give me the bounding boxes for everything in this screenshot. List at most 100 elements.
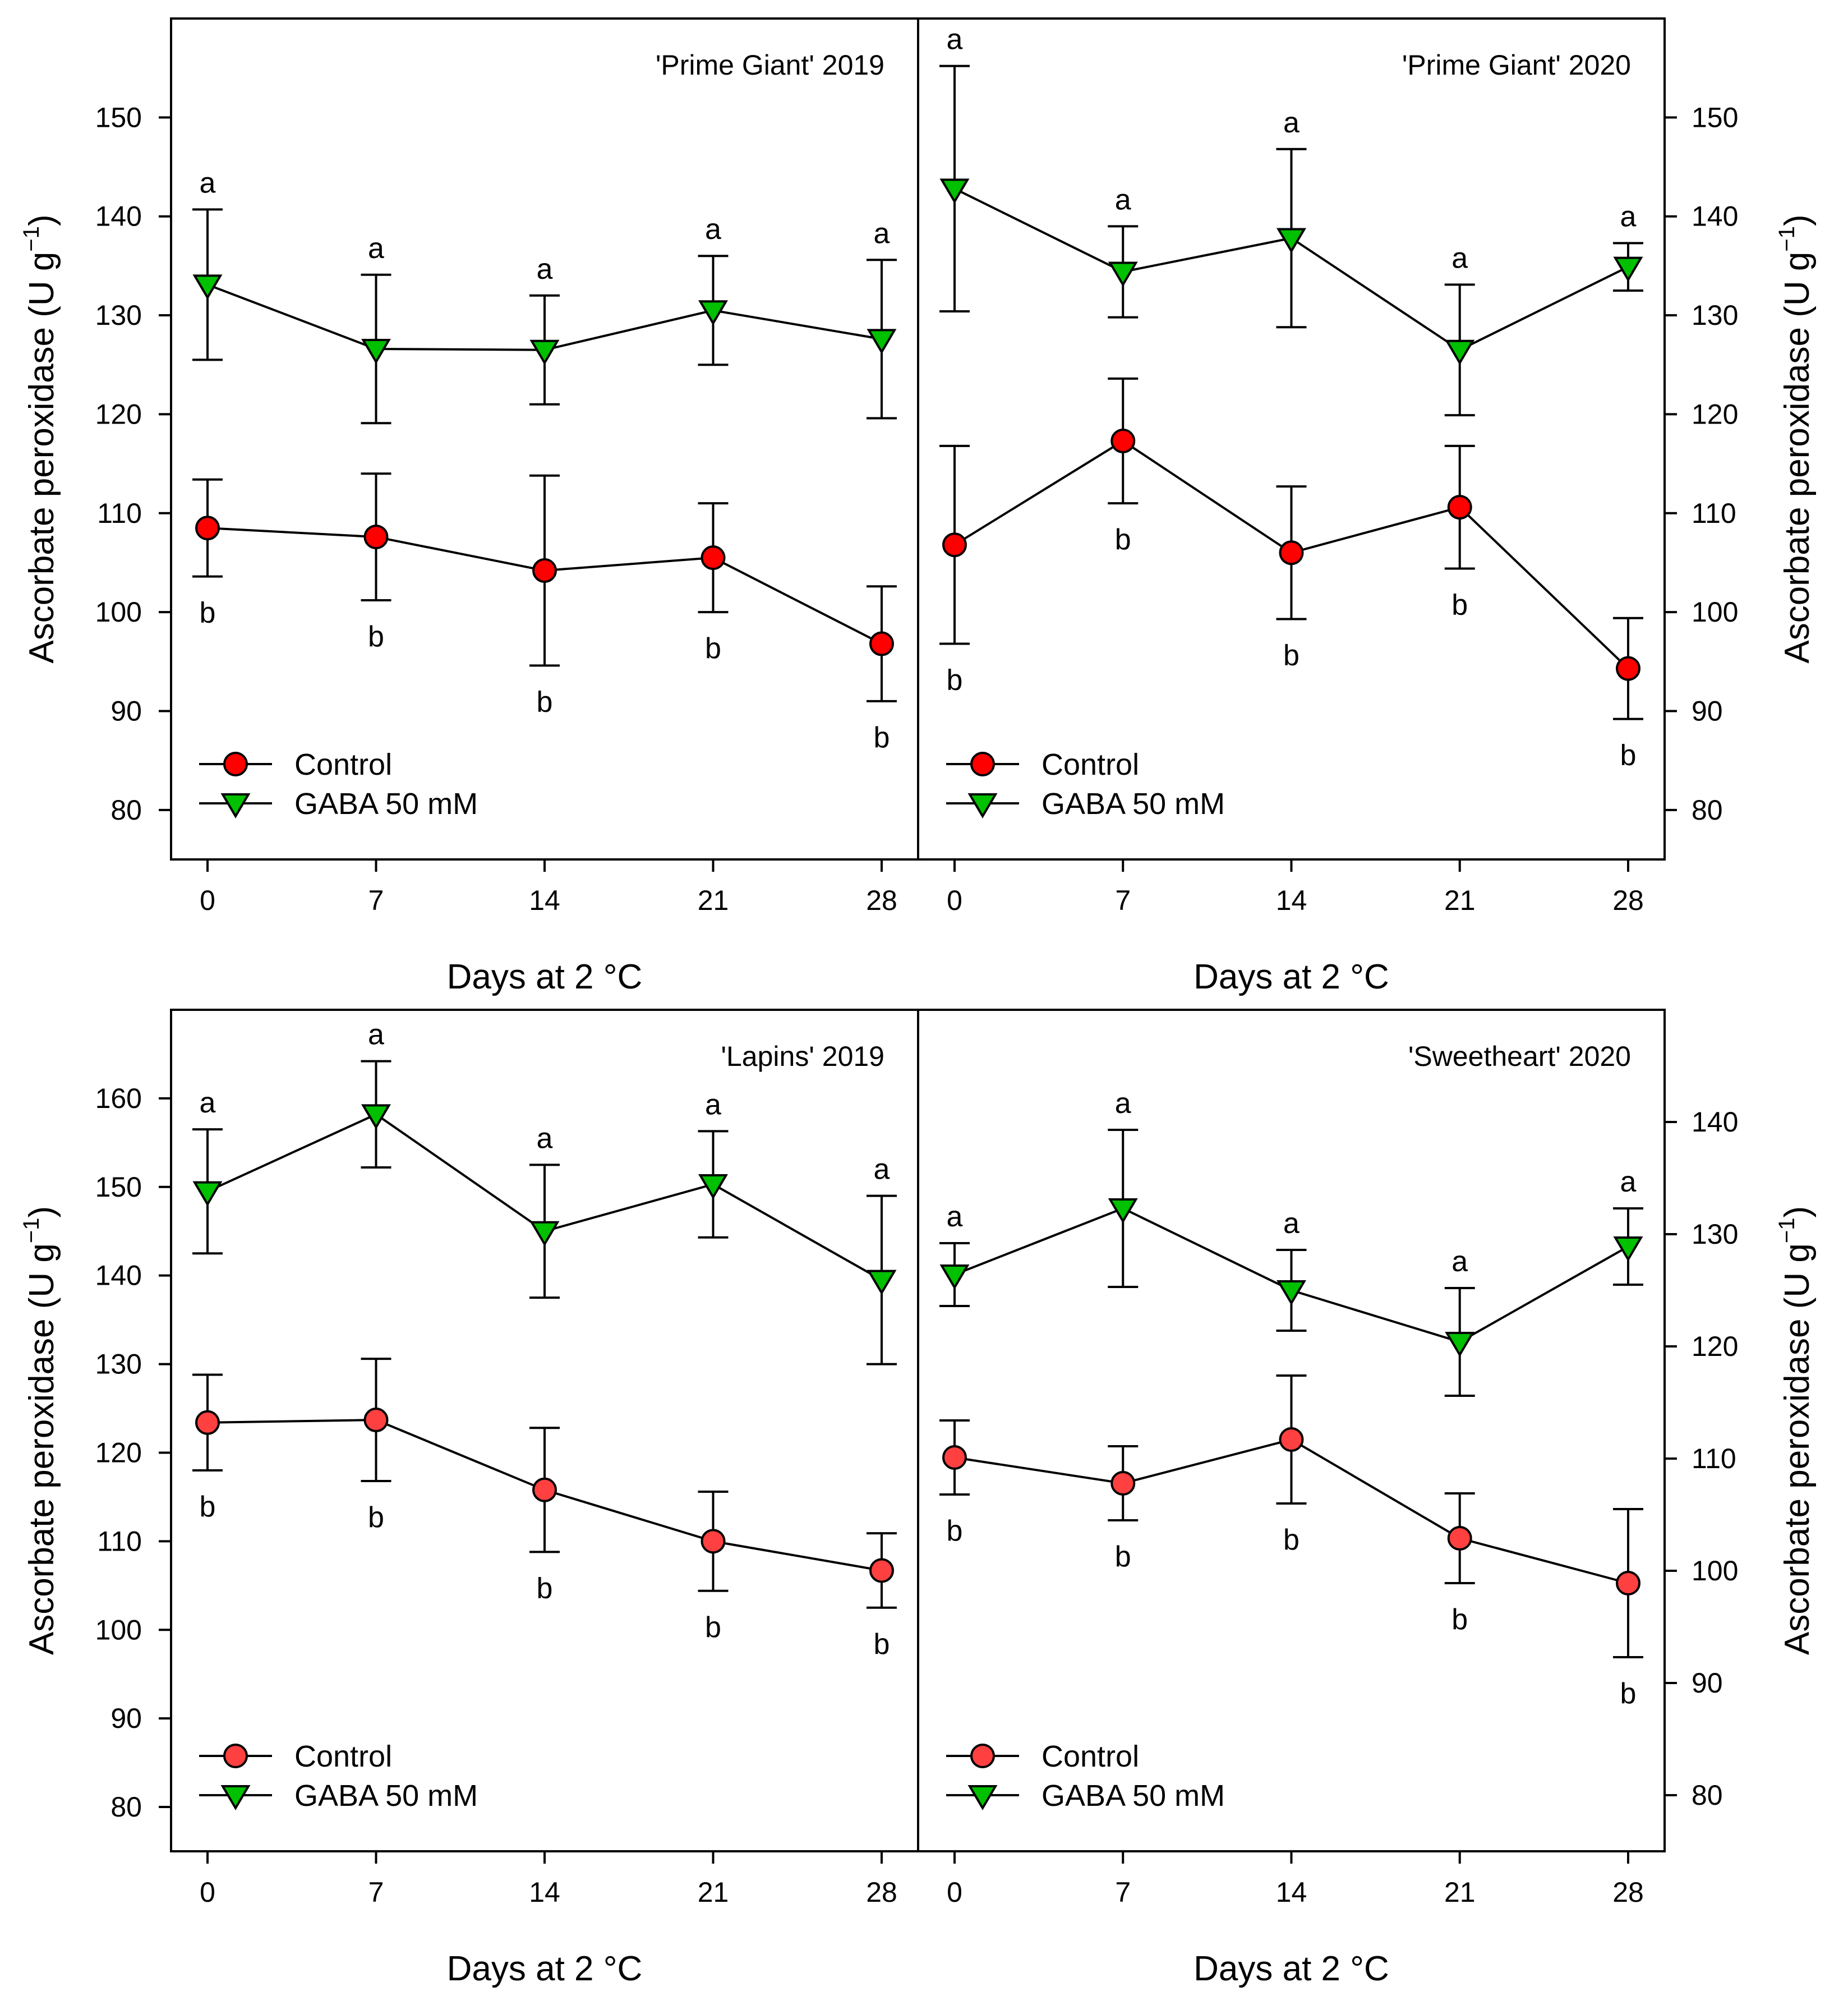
y-tick-label: 130 bbox=[1692, 1218, 1738, 1250]
data-point bbox=[363, 1408, 389, 1433]
x-tick-label: 7 bbox=[1115, 885, 1131, 916]
data-point bbox=[939, 1264, 970, 1290]
significance-label: b bbox=[1115, 523, 1131, 556]
panel-4: 80 90 100 110 120 130 140 0 7 14 21 28 Days at 2 °C A… bbox=[917, 1009, 1817, 1988]
series-control: b b b b b bbox=[192, 1358, 897, 1661]
y-tick-label: 110 bbox=[1692, 1443, 1736, 1474]
panel-2: 80 90 100 110 120 130 140 150 0 7 14 21 28 Days at 2 … bbox=[917, 17, 1817, 996]
y-axis-label: Ascorbate peroxidase (U g−1) bbox=[19, 214, 61, 663]
y-tick-label: 80 bbox=[110, 1791, 142, 1823]
y-axis-label-close: ) bbox=[22, 1206, 61, 1218]
significance-label: a bbox=[200, 1087, 216, 1119]
series-gaba: a a a a a bbox=[192, 167, 897, 425]
data-point bbox=[1108, 261, 1138, 287]
series-control: b b b b b bbox=[939, 377, 1643, 772]
y-axis-label: Ascorbate peroxidase (U g−1) bbox=[19, 1206, 61, 1655]
y-tick-label: 80 bbox=[110, 794, 142, 826]
y-tick-label: 150 bbox=[95, 1171, 142, 1203]
x-tick-label: 28 bbox=[1612, 885, 1644, 916]
data-point bbox=[1110, 1471, 1136, 1496]
legend-entry: Control bbox=[199, 1740, 392, 1773]
x-tick-label: 21 bbox=[698, 1877, 729, 1908]
significance-label: b bbox=[537, 1572, 553, 1604]
data-point bbox=[1445, 339, 1475, 365]
series-gaba: a a a a a bbox=[939, 1087, 1643, 1397]
x-tick-label: 7 bbox=[368, 885, 384, 916]
significance-label: b bbox=[874, 721, 890, 754]
panel-title: 'Prime Giant' 2020 bbox=[1402, 49, 1631, 81]
significance-label: a bbox=[368, 232, 384, 265]
legend-label: GABA 50 mM bbox=[294, 1779, 478, 1813]
x-tick-label: 0 bbox=[200, 1877, 215, 1908]
x-tick-label: 7 bbox=[368, 1877, 384, 1908]
data-point bbox=[192, 1181, 223, 1207]
y-tick-label: 90 bbox=[1692, 1667, 1723, 1699]
significance-label: b bbox=[1283, 1524, 1299, 1556]
significance-label: a bbox=[705, 213, 721, 246]
y-tick-label: 140 bbox=[1692, 201, 1738, 232]
significance-label: b bbox=[368, 1501, 384, 1534]
significance-label: b bbox=[537, 686, 553, 718]
y-tick-label: 80 bbox=[1692, 1779, 1723, 1811]
x-tick-label: 14 bbox=[1276, 885, 1307, 916]
y-tick-label: 110 bbox=[1692, 498, 1736, 529]
data-point bbox=[1110, 429, 1136, 454]
significance-label: b bbox=[947, 1515, 963, 1547]
data-point bbox=[529, 339, 560, 365]
y-axis-label-superscript: −1 bbox=[19, 226, 44, 252]
legend-label: Control bbox=[1041, 1740, 1139, 1773]
legend-marker bbox=[220, 1785, 251, 1810]
data-point bbox=[701, 545, 726, 571]
x-tick-label: 21 bbox=[1444, 1877, 1476, 1908]
significance-label: a bbox=[874, 217, 890, 250]
y-tick-label: 130 bbox=[95, 300, 142, 331]
legend-entry: GABA 50 mM bbox=[199, 1779, 478, 1813]
y-axis-label: Ascorbate peroxidase (U g−1) bbox=[1775, 214, 1817, 663]
y-axis-label: Ascorbate peroxidase (U g−1) bbox=[1775, 1206, 1817, 1655]
significance-label: b bbox=[874, 1628, 890, 1661]
data-point bbox=[867, 1270, 897, 1295]
legend-label: GABA 50 mM bbox=[1041, 1779, 1225, 1813]
significance-label: a bbox=[200, 167, 216, 199]
data-point bbox=[361, 1104, 391, 1130]
y-axis-label-text: Ascorbate peroxidase (U g bbox=[1778, 1243, 1817, 1655]
data-point bbox=[1279, 1427, 1304, 1452]
legend-entry: GABA 50 mM bbox=[946, 787, 1225, 821]
x-tick-label: 14 bbox=[1276, 1877, 1307, 1908]
x-axis-label: Days at 2 °C bbox=[447, 1949, 643, 1988]
significance-label: a bbox=[1115, 1087, 1131, 1120]
data-point bbox=[942, 532, 967, 558]
data-point bbox=[529, 1221, 560, 1247]
y-tick-label: 100 bbox=[95, 1614, 142, 1645]
data-point bbox=[1108, 1198, 1138, 1224]
x-tick-label: 21 bbox=[698, 885, 729, 916]
significance-label: a bbox=[874, 1153, 890, 1186]
panel-title: 'Prime Giant' 2019 bbox=[656, 49, 884, 81]
data-point bbox=[195, 516, 220, 541]
x-tick-label: 28 bbox=[1612, 1877, 1644, 1908]
data-point bbox=[532, 1477, 557, 1502]
data-point bbox=[361, 339, 391, 364]
y-tick-label: 130 bbox=[95, 1349, 142, 1380]
x-tick-label: 28 bbox=[866, 885, 897, 916]
data-point bbox=[192, 274, 223, 300]
legend-entry: GABA 50 mM bbox=[199, 787, 478, 821]
data-point bbox=[939, 178, 970, 204]
y-tick-label: 140 bbox=[95, 1260, 142, 1291]
y-tick-label: 140 bbox=[1692, 1106, 1738, 1138]
significance-label: a bbox=[1620, 1166, 1637, 1198]
legend-label: GABA 50 mM bbox=[1041, 787, 1225, 821]
legend-marker bbox=[970, 752, 995, 776]
significance-label: a bbox=[537, 1122, 553, 1155]
significance-label: a bbox=[1283, 107, 1299, 139]
legend-marker bbox=[220, 793, 251, 818]
significance-label: b bbox=[1620, 1677, 1637, 1710]
x-tick-label: 28 bbox=[866, 1877, 897, 1908]
legend-entry: Control bbox=[946, 1740, 1139, 1773]
y-tick-label: 110 bbox=[97, 1525, 142, 1557]
y-axis-label-close: ) bbox=[1778, 1206, 1817, 1218]
legend-entry: Control bbox=[199, 748, 392, 781]
data-point bbox=[1616, 656, 1640, 681]
x-tick-label: 0 bbox=[947, 1877, 962, 1908]
